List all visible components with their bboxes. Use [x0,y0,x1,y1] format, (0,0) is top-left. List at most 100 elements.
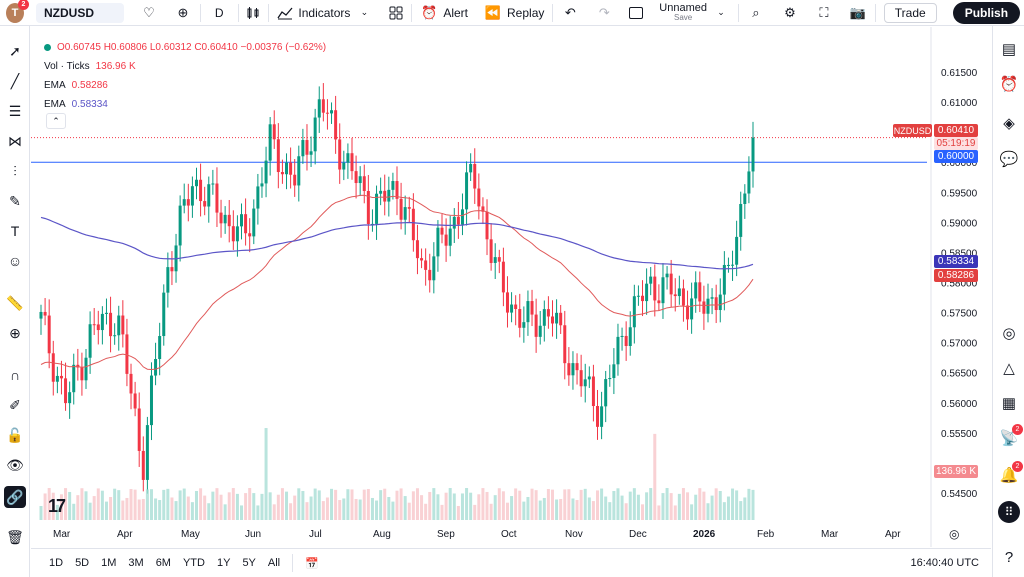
grid-icon [389,6,403,19]
volume-bar [735,490,739,520]
candle-body [591,376,595,407]
candle-body [665,273,669,278]
range-5y[interactable]: 5Y [242,557,256,569]
layout-templates-button[interactable] [381,0,411,26]
range-1d[interactable]: 1D [49,557,64,569]
volume-bar [530,488,534,520]
apps-grid-icon[interactable]: ⠿ [998,501,1020,523]
chart-legend: O0.60745 H0.60806 L0.60312 C0.60410 −0.0… [44,38,326,114]
user-avatar[interactable]: T 2 [6,0,29,23]
magnet-icon[interactable]: ∩ [9,367,21,383]
candle-body [620,335,624,337]
range-1m[interactable]: 1M [101,557,117,569]
volume-bar [743,497,747,520]
candle-body [133,393,137,409]
candle-body [285,162,289,175]
trade-button[interactable]: Trade [883,2,937,23]
volume-bar [596,490,600,520]
stream-icon[interactable]: 📡 2 [998,424,1023,449]
volume-label: Vol · Ticks [44,61,90,72]
goto-date-icon[interactable]: 📅 [305,557,319,570]
fullscreen-button[interactable]: ⛶ [807,0,841,26]
symbol-search-button[interactable]: NZDUSD [36,2,124,23]
volume-bar [64,488,68,520]
undo-button[interactable]: ↶ [553,0,587,26]
candle-body [428,269,432,281]
price-chart[interactable]: 0.615000.610000.605000.600000.595000.590… [31,27,991,547]
publish-button[interactable]: Publish [952,1,1021,24]
replay-button[interactable]: ⏪ Replay [476,0,552,26]
divider [552,3,554,22]
range-all[interactable]: All [267,557,281,569]
time-tick-label: Feb [757,529,775,540]
ruler-icon[interactable]: 📏 [6,294,24,311]
range-6m[interactable]: 6M [155,557,171,569]
trend-line-icon[interactable]: ╱ [10,72,20,89]
emoji-icon[interactable]: ☺ [7,253,23,269]
range-3m[interactable]: 3M [128,557,144,569]
compare-add-button[interactable]: ⊕ [177,4,189,20]
candle-body [698,282,702,302]
volume-bar [260,493,264,520]
volume-bar [514,488,518,520]
eye-icon[interactable]: 👁 [6,456,24,473]
indicators-button[interactable]: Indicators ⌄ [269,0,381,26]
candle-body [231,226,235,242]
trash-icon[interactable]: 🗑 [6,528,24,545]
calendar-icon[interactable]: ▦ [1001,395,1017,412]
volume-bar [375,500,379,520]
right-sidebar: ▤ ⏰ ◈ 💬 ◎ △ ▦ 📡 2 🔔 2 ⠿ ? [992,26,1024,577]
zoom-in-icon[interactable]: ⊕ [9,324,21,341]
range-1y[interactable]: 1Y [216,557,231,569]
range-ytd[interactable]: YTD [182,557,205,569]
axis-settings-icon[interactable]: ◎ [949,527,959,541]
fullscreen-icon: ⛶ [819,4,829,20]
settings-button[interactable]: ⚙ [773,0,807,26]
ideas-icon[interactable]: △ [1003,360,1015,377]
help-icon[interactable]: ? [1004,548,1014,566]
quick-search-button[interactable]: ⌕ [739,0,773,26]
lock-drawing-icon[interactable]: ✐ [9,396,21,413]
divider [411,3,413,22]
candle-body [710,297,714,299]
price-tick-label: 0.56000 [941,399,978,410]
watchlist-icon[interactable]: ▤ [1001,41,1017,58]
candle-body [575,363,579,371]
chart-type-button[interactable] [238,0,268,26]
volume-bar [88,502,92,520]
cursor-icon[interactable]: ➚ [9,42,21,59]
volume-bar [280,488,284,520]
divider [874,3,876,22]
range-5d[interactable]: 5D [75,557,90,569]
alert-button[interactable]: ⏰ Alert [412,0,476,26]
favorite-icon[interactable]: ♡ [143,4,155,20]
pattern-icon[interactable]: ⋈ [8,132,22,149]
redo-button[interactable]: ↷ [587,0,621,26]
link-icon[interactable]: 🔗 [4,486,26,508]
chat-icon[interactable]: 💬 [999,151,1019,168]
snapshot-button[interactable]: 📷 [841,0,875,26]
price-tick-label: 0.56500 [941,369,978,380]
legend-collapse-button[interactable]: ⌃ [46,113,66,129]
candle-body [280,172,284,175]
utc-clock[interactable]: 16:40:40 UTC [910,557,979,569]
notifications-icon[interactable]: 🔔 2 [998,461,1023,486]
interval-button[interactable]: D [201,0,238,26]
candle-body [583,379,587,387]
layout-select-checkbox[interactable] [621,0,651,26]
text-icon[interactable]: T [10,223,20,239]
lock-icon[interactable]: 🔓 [6,426,24,443]
horizontal-lines-icon[interactable]: ☰ [8,102,22,119]
countdown-tag: 05:19:19 [934,137,978,150]
forecast-icon[interactable]: ⫶ [13,162,17,179]
layers-icon[interactable]: ◈ [1003,115,1015,132]
layout-name-button[interactable]: Unnamed Save ⌄ [651,0,738,26]
tradingview-logo-icon[interactable]: 17 [48,496,66,516]
candle-body [342,162,346,170]
compass-icon[interactable]: ◎ [1002,325,1016,342]
candle-body [141,450,145,480]
brush-icon[interactable]: ✎ [9,192,21,209]
alarm-clock-icon[interactable]: ⏰ [999,76,1019,93]
symbol-tag: NZDUSD [893,124,932,137]
chart-pane[interactable]: 0.615000.610000.605000.600000.595000.590… [31,27,991,547]
